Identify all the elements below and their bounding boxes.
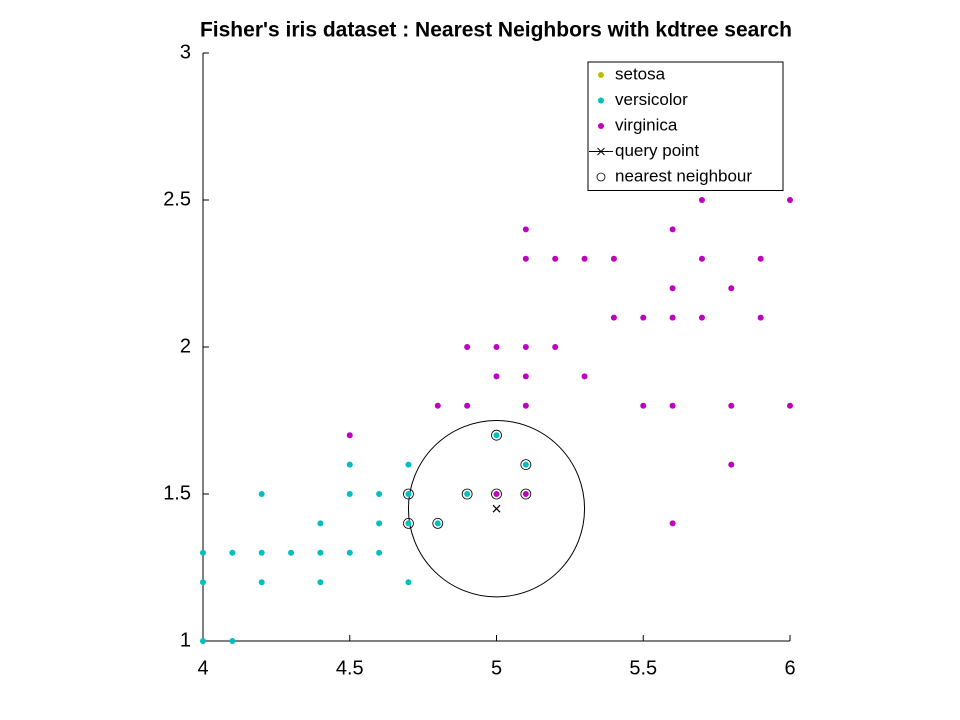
chart-title: Fisher's iris dataset : Nearest Neighbor… bbox=[200, 19, 792, 42]
point bbox=[522, 461, 529, 468]
legend-label: versicolor bbox=[615, 90, 688, 109]
legend-box bbox=[587, 61, 784, 191]
point bbox=[405, 579, 412, 586]
point bbox=[640, 314, 647, 321]
neighbour-marker bbox=[491, 429, 502, 441]
x-tick-label: 6 bbox=[784, 657, 795, 679]
point bbox=[610, 255, 617, 262]
y-tick-label: 1.5 bbox=[163, 482, 191, 504]
point bbox=[229, 638, 236, 644]
neighbour-marker bbox=[461, 488, 473, 500]
point bbox=[464, 491, 471, 497]
point bbox=[405, 520, 412, 527]
point bbox=[376, 520, 383, 527]
legend-label: query point bbox=[615, 141, 699, 160]
point bbox=[493, 373, 500, 380]
point bbox=[464, 402, 471, 409]
point bbox=[728, 402, 735, 409]
point bbox=[522, 491, 529, 497]
point bbox=[493, 491, 500, 497]
x-tick-label: 5 bbox=[491, 657, 502, 679]
point bbox=[200, 638, 206, 644]
point bbox=[346, 491, 353, 497]
y-tick-label: 1 bbox=[180, 629, 191, 651]
point bbox=[698, 314, 705, 321]
point bbox=[434, 520, 441, 527]
neighbour-marker bbox=[520, 459, 532, 471]
point bbox=[464, 344, 471, 350]
point bbox=[258, 491, 265, 497]
point bbox=[317, 579, 324, 586]
query-marker bbox=[492, 504, 501, 513]
neighbour-marker bbox=[403, 488, 414, 500]
point bbox=[405, 491, 412, 497]
point bbox=[669, 520, 676, 527]
point bbox=[376, 549, 383, 556]
x-tick-label: 4.5 bbox=[336, 657, 364, 679]
point bbox=[669, 314, 676, 321]
point bbox=[640, 402, 647, 409]
legend-label: setosa bbox=[615, 64, 666, 83]
point bbox=[669, 285, 676, 292]
point bbox=[346, 549, 353, 556]
y-tick-label: 2 bbox=[180, 335, 191, 357]
x-tick-label: 4 bbox=[197, 657, 208, 679]
point bbox=[581, 255, 588, 262]
point bbox=[258, 579, 265, 586]
point bbox=[757, 255, 764, 262]
legend: setosa versicolor virginica query point near… bbox=[587, 61, 784, 191]
point bbox=[434, 402, 441, 409]
point bbox=[728, 461, 735, 468]
point bbox=[698, 197, 705, 203]
neighbour-marker bbox=[520, 488, 532, 500]
legend-label: virginica bbox=[615, 115, 678, 134]
legend-symbol bbox=[597, 147, 605, 156]
point bbox=[698, 255, 705, 262]
point bbox=[317, 549, 324, 556]
point bbox=[581, 373, 588, 380]
point bbox=[200, 579, 206, 586]
neighbour-marker bbox=[491, 488, 502, 500]
point bbox=[493, 344, 500, 350]
point bbox=[522, 226, 529, 233]
point bbox=[552, 255, 559, 262]
neighbour-marker bbox=[432, 518, 444, 529]
point bbox=[522, 344, 529, 350]
point bbox=[522, 373, 529, 380]
x-tick-label: 5.5 bbox=[629, 657, 657, 679]
point bbox=[346, 432, 353, 439]
point bbox=[229, 549, 236, 556]
legend-symbol bbox=[598, 97, 604, 104]
point bbox=[522, 255, 529, 262]
point bbox=[346, 461, 353, 468]
point bbox=[669, 402, 676, 409]
point bbox=[405, 461, 412, 468]
legend-symbol bbox=[598, 72, 604, 78]
y-tick-label: 3 bbox=[180, 41, 191, 63]
search-radius-circle bbox=[407, 420, 586, 598]
legend-symbol bbox=[598, 123, 604, 129]
neighbour-marker bbox=[403, 518, 414, 529]
point bbox=[493, 432, 500, 439]
point bbox=[522, 402, 529, 409]
point bbox=[376, 491, 383, 497]
point bbox=[728, 285, 735, 292]
point bbox=[258, 549, 265, 556]
point bbox=[288, 549, 295, 556]
y-tick-label: 2.5 bbox=[163, 188, 191, 210]
point bbox=[200, 549, 206, 556]
point bbox=[787, 402, 793, 409]
point bbox=[787, 197, 793, 203]
legend-symbol bbox=[596, 172, 606, 182]
point bbox=[757, 314, 764, 321]
point bbox=[669, 226, 676, 233]
point bbox=[317, 520, 324, 527]
legend-label: nearest neighbour bbox=[615, 166, 752, 185]
point bbox=[610, 314, 617, 321]
point bbox=[552, 344, 559, 350]
